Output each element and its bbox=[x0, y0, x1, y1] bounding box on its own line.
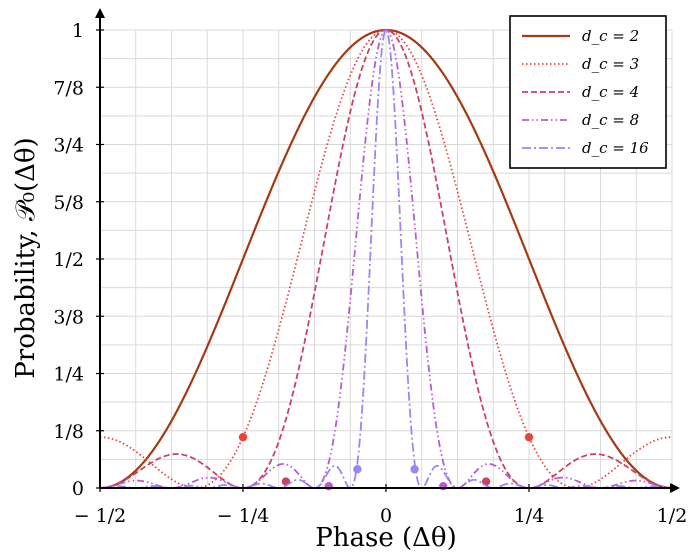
legend: d_c = 2 d_c = 3 d_c = 4 d_c = 8 d_c = 16 bbox=[509, 15, 667, 169]
y-tick-label: 5/8 bbox=[53, 192, 84, 214]
legend-label: d_c = 3 bbox=[582, 55, 639, 73]
series-marker-1 bbox=[524, 432, 534, 442]
x-tick-label: − 1/2 bbox=[74, 505, 127, 527]
series-marker-3 bbox=[439, 481, 448, 491]
series-marker-4 bbox=[353, 465, 362, 474]
y-tick-label: 3/8 bbox=[53, 306, 84, 328]
series-marker-1 bbox=[238, 432, 248, 442]
x-tick-label: 1/2 bbox=[657, 505, 688, 527]
y-tick-label: 1/4 bbox=[53, 364, 84, 386]
y-tick-label: 7/8 bbox=[53, 77, 84, 99]
y-tick-label: 0 bbox=[72, 478, 84, 500]
legend-label: d_c = 8 bbox=[582, 111, 639, 129]
tick-labels: − 1/2 − 1/4 0 1/4 1/2 0 1/8 1/4 3/8 1/2 5/8 3/4 7/8 1 bbox=[53, 20, 687, 527]
y-axis-title: Probability, 𝒫₀(Δθ) bbox=[11, 137, 41, 378]
legend-label: d_c = 2 bbox=[582, 27, 639, 45]
legend-label: d_c = 4 bbox=[582, 83, 639, 101]
x-tick-label: − 1/4 bbox=[217, 505, 270, 527]
x-axis-title: Phase (Δθ) bbox=[315, 523, 456, 553]
legend-label: d_c = 16 bbox=[582, 139, 649, 157]
x-tick-label: 0 bbox=[380, 505, 392, 527]
series-line-3 bbox=[100, 29, 672, 489]
y-tick-label: 1/8 bbox=[53, 421, 84, 443]
series-marker-2 bbox=[481, 477, 491, 486]
series-marker-3 bbox=[324, 481, 333, 491]
y-axis-arrow bbox=[95, 8, 105, 18]
y-tick-label: 3/4 bbox=[53, 135, 84, 157]
y-tick-label: 1/2 bbox=[53, 249, 84, 271]
y-tick-label: 1 bbox=[72, 20, 84, 42]
series-marker-4 bbox=[410, 465, 419, 474]
x-tick-label: 1/4 bbox=[514, 505, 545, 527]
